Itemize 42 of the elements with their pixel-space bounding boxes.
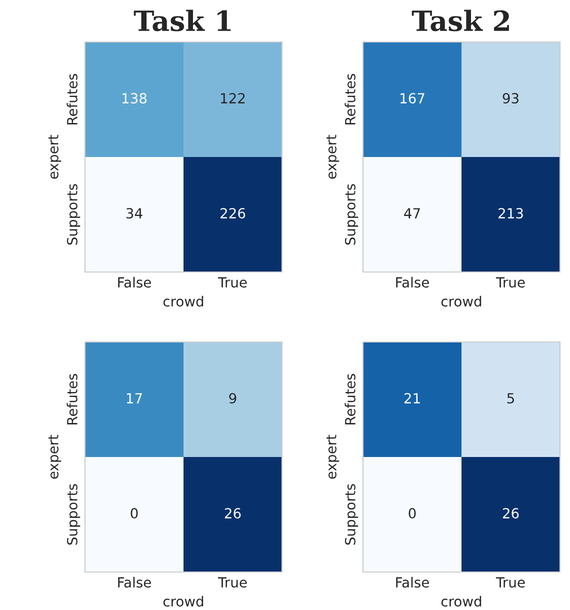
x-tick-label: True bbox=[218, 577, 247, 588]
x-tick-label: False bbox=[118, 576, 151, 588]
x-tick-label: True bbox=[496, 277, 525, 288]
x-axis-title: crowd bbox=[441, 296, 482, 307]
y-tick-label: Supports bbox=[66, 184, 80, 245]
y-axis-title: expert bbox=[326, 434, 340, 479]
x-axis-title: crowd bbox=[163, 296, 204, 307]
data-label: 17 bbox=[126, 393, 142, 404]
data-label: 21 bbox=[404, 393, 420, 404]
data-label: 122 bbox=[221, 93, 245, 104]
data-label: 167 bbox=[400, 93, 424, 104]
y-tick-label: Refutes bbox=[66, 74, 78, 124]
chart-title: Task 2 bbox=[412, 10, 509, 32]
data-label: 0 bbox=[130, 508, 138, 519]
x-tick-label: False bbox=[396, 276, 429, 288]
y-tick-label: Supports bbox=[344, 484, 358, 545]
x-axis-title: crowd bbox=[163, 596, 204, 607]
x-tick-label: False bbox=[396, 576, 429, 588]
x-tick-label: True bbox=[218, 277, 247, 288]
data-label: 47 bbox=[404, 208, 420, 218]
x-tick-label: True bbox=[496, 577, 525, 588]
y-axis-title: expert bbox=[48, 434, 62, 479]
y-tick-label: Supports bbox=[344, 184, 358, 245]
data-label: 213 bbox=[498, 208, 523, 219]
data-label: 93 bbox=[502, 93, 518, 104]
y-axis-title: expert bbox=[48, 134, 62, 179]
y-tick-label: Supports bbox=[66, 484, 80, 545]
data-label: 5 bbox=[507, 393, 514, 404]
data-label: 9 bbox=[229, 393, 236, 404]
y-tick-label: Refutes bbox=[344, 74, 356, 124]
y-tick-label: Refutes bbox=[344, 374, 356, 424]
data-label: 26 bbox=[224, 508, 241, 519]
data-label: 226 bbox=[220, 208, 246, 219]
chart-title: Task 1 bbox=[134, 10, 231, 32]
x-tick-label: False bbox=[118, 276, 151, 288]
x-axis-title: crowd bbox=[441, 596, 482, 607]
data-label: 0 bbox=[408, 508, 416, 519]
data-label: 138 bbox=[122, 93, 147, 104]
data-label: 26 bbox=[502, 508, 519, 519]
data-label: 34 bbox=[126, 208, 142, 219]
y-tick-label: Refutes bbox=[66, 374, 78, 424]
y-axis-title: expert bbox=[326, 134, 340, 179]
